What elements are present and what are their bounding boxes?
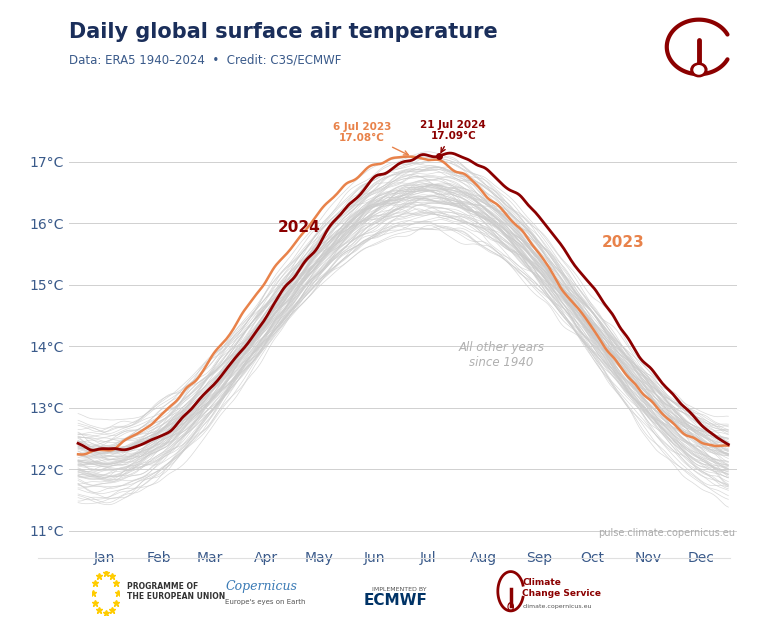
Circle shape (694, 66, 703, 74)
Circle shape (508, 603, 513, 611)
Text: 21 Jul 2024
17.09°C: 21 Jul 2024 17.09°C (420, 120, 486, 152)
Text: Climate
Change Service: Climate Change Service (522, 578, 601, 598)
Text: 2023: 2023 (601, 235, 644, 250)
Text: Europe's eyes on Earth: Europe's eyes on Earth (225, 599, 305, 605)
Text: 2024: 2024 (278, 220, 321, 235)
Text: ECMWF: ECMWF (363, 593, 428, 608)
Text: 6 Jul 2023
17.08°C: 6 Jul 2023 17.08°C (333, 122, 409, 155)
Text: PROGRAMME OF
THE EUROPEAN UNION: PROGRAMME OF THE EUROPEAN UNION (127, 582, 225, 601)
Text: IMPLEMENTED BY: IMPLEMENTED BY (372, 587, 427, 592)
Text: climate.copernicus.eu: climate.copernicus.eu (522, 604, 591, 609)
Circle shape (509, 604, 512, 609)
Circle shape (691, 63, 707, 77)
Text: Copernicus: Copernicus (225, 580, 297, 593)
Text: Data: ERA5 1940–2024  •  Credit: C3S/ECMWF: Data: ERA5 1940–2024 • Credit: C3S/ECMWF (69, 53, 342, 66)
Text: Daily global surface air temperature: Daily global surface air temperature (69, 22, 498, 42)
Text: All other years
since 1940: All other years since 1940 (458, 341, 545, 369)
Text: pulse.climate.copernicus.eu: pulse.climate.copernicus.eu (598, 528, 736, 538)
